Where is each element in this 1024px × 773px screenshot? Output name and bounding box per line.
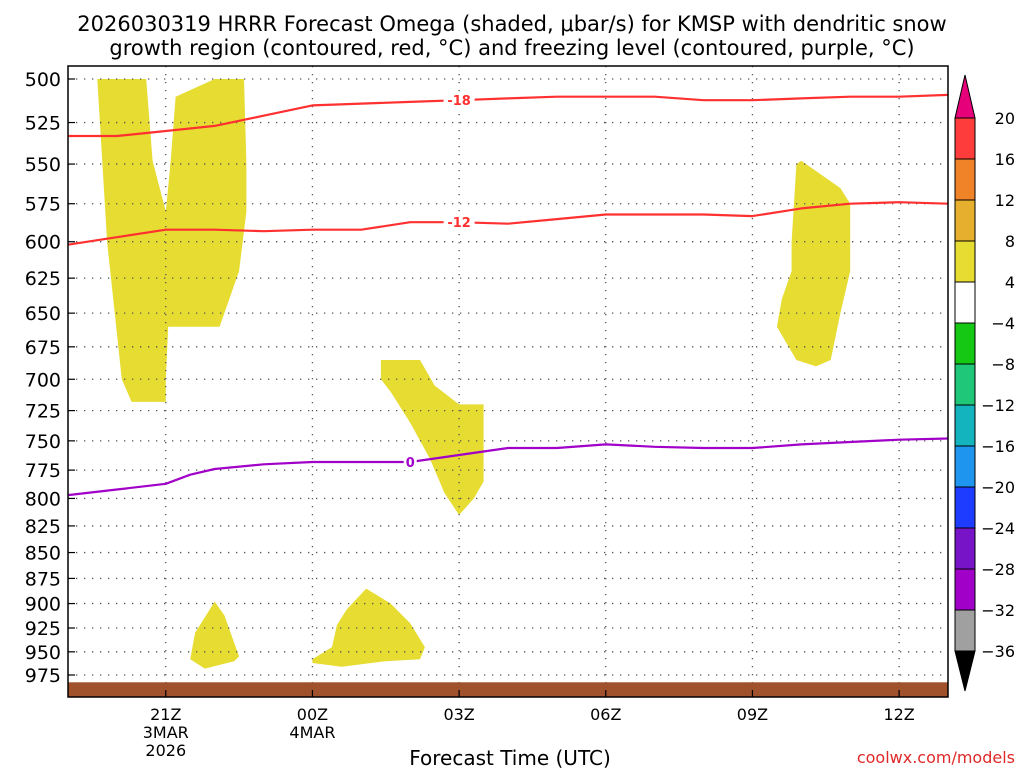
chart-title: 2026030319 HRRR Forecast Omega (shaded, … (77, 12, 946, 60)
y-tick-label-925: 925 (25, 618, 61, 640)
colorbar-tick-label-8: −16 (981, 437, 1015, 456)
y-tick-label-675: 675 (25, 337, 61, 359)
colorbar-segment-5 (954, 322, 976, 365)
omega-area-1 (97, 79, 247, 402)
x-axis-title: Forecast Time (UTC) (409, 746, 611, 768)
y-tick-label-775: 775 (25, 460, 61, 482)
contours: -18 -12 0 (67, 92, 949, 497)
x-tick-label-00Z: 00Z (297, 705, 328, 724)
dendritic-top-line (68, 93, 949, 138)
credit-label: coolwx.com/models (857, 748, 1015, 767)
colorbar-segment-3 (954, 240, 976, 283)
chart-title-line-2: growth region (contoured, red, °C) and f… (109, 36, 914, 60)
y-tick-label-650: 650 (25, 303, 61, 325)
grid (68, 66, 948, 697)
y-tick-label-875: 875 (25, 568, 61, 590)
omega-area-3 (776, 160, 851, 367)
colorbar-top-triangle (954, 74, 976, 119)
y-tick-label-575: 575 (25, 194, 61, 216)
y-tick-label-825: 825 (25, 516, 61, 538)
x-tick-sublabel-21Z-1: 2026 (145, 741, 186, 760)
colorbar-tick-label-4: 4 (1005, 273, 1015, 292)
colorbar-tick-label-5: −4 (991, 314, 1015, 333)
freezing-level-line (67, 437, 949, 497)
colorbar: 20 16 12 8 4 −4 −8 −12 −16 −20 −24 −28 −32 −36 (954, 74, 1015, 692)
x-tick-label-21Z: 21Z (150, 705, 181, 724)
y-tick-label-900: 900 (25, 594, 61, 616)
colorbar-segment-11 (954, 568, 976, 611)
y-tick-label-600: 600 (25, 232, 61, 254)
y-tick-label-800: 800 (25, 488, 61, 510)
y-tick-label-525: 525 (25, 113, 61, 135)
colorbar-segment-2 (954, 199, 976, 242)
omega-area-4 (190, 601, 240, 669)
colorbar-segment-1 (954, 158, 976, 201)
dendritic-bottom-label-bg (443, 214, 475, 231)
terrain-layer (68, 682, 948, 697)
y-tick-label-550: 550 (25, 154, 61, 176)
colorbar-segment-4 (954, 281, 976, 324)
colorbar-segment-12 (954, 609, 976, 652)
dendritic-top-label-bg (443, 92, 475, 109)
y-tick-label-500: 500 (25, 69, 61, 91)
omega-shading (97, 79, 851, 669)
plot-frame (67, 65, 949, 698)
x-tick-label-12Z: 12Z (883, 705, 914, 724)
dendritic-bottom-label: -12 (447, 216, 471, 231)
colorbar-tick-label-11: −28 (981, 560, 1015, 579)
colorbar-tick-label-13: −36 (981, 642, 1015, 661)
colorbar-bottom-triangle (954, 650, 976, 692)
y-tick-label-975: 975 (25, 665, 61, 687)
x-tick-label-03Z: 03Z (443, 705, 474, 724)
colorbar-tick-label-12: −32 (981, 601, 1015, 620)
colorbar-tick-label-0: 20 (995, 109, 1015, 128)
y-tick-label-750: 750 (25, 431, 61, 453)
y-tick-label-625: 625 (25, 268, 61, 290)
x-tick-label-06Z: 06Z (590, 705, 621, 724)
dendritic-top-label: -18 (447, 94, 471, 109)
x-tick-label-09Z: 09Z (737, 705, 768, 724)
omega-area-2 (380, 360, 484, 515)
colorbar-segment-6 (954, 363, 976, 406)
omega-area-5 (312, 588, 425, 667)
y-tick-label-850: 850 (25, 543, 61, 565)
surface (68, 682, 948, 697)
freezing-level-label-bg (403, 454, 417, 471)
colorbar-tick-label-6: −8 (991, 355, 1015, 374)
y-tick-label-725: 725 (25, 401, 61, 423)
x-tick-sublabel-00Z-0: 4MAR (289, 723, 335, 742)
colorbar-tick-label-3: 8 (1005, 232, 1015, 251)
plot-border (67, 65, 949, 698)
colorbar-tick-label-9: −20 (981, 478, 1015, 497)
colorbar-tick-label-10: −24 (981, 519, 1015, 538)
x-tick-sublabel-21Z-0: 3MAR (143, 723, 189, 742)
colorbar-segment-7 (954, 404, 976, 447)
colorbar-segment-10 (954, 527, 976, 570)
colorbar-tick-label-1: 16 (995, 150, 1015, 169)
y-axis: 500 525 550 575 600 625 650 675 700 725 750 775 800 8… (25, 69, 75, 687)
y-tick-label-700: 700 (25, 369, 61, 391)
colorbar-tick-label-2: 12 (995, 191, 1015, 210)
chart-title-line-1: 2026030319 HRRR Forecast Omega (shaded, … (77, 12, 946, 36)
dendritic-bottom-line (67, 201, 949, 246)
freezing-level-label: 0 (406, 456, 415, 471)
y-tick-label-950: 950 (25, 642, 61, 664)
colorbar-tick-label-7: −12 (981, 396, 1015, 415)
colorbar-segment-9 (954, 486, 976, 529)
colorbar-segment-8 (954, 445, 976, 488)
colorbar-segment-0 (954, 117, 976, 160)
